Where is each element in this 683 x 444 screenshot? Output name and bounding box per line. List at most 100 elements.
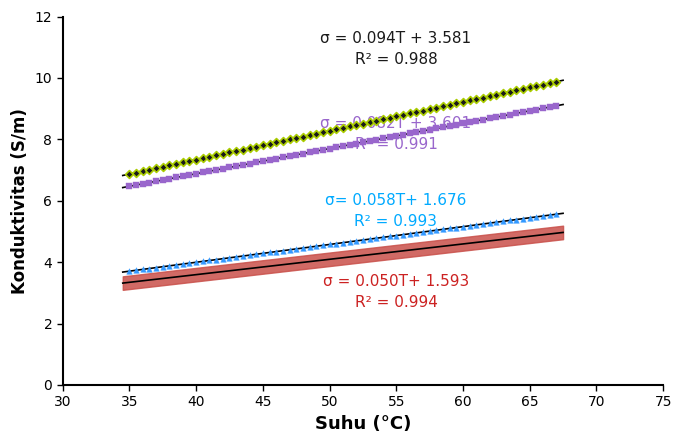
Point <box>471 117 482 124</box>
Point <box>231 163 242 170</box>
Point <box>351 238 362 245</box>
Point <box>197 169 208 176</box>
Point <box>178 173 189 180</box>
Point <box>144 166 155 173</box>
Point <box>511 87 522 94</box>
Point <box>544 103 555 111</box>
Point <box>337 143 348 150</box>
Point <box>491 91 502 98</box>
Point <box>491 218 502 226</box>
Point <box>244 144 255 151</box>
Point <box>191 170 201 177</box>
Point <box>171 160 182 167</box>
Point <box>357 237 368 244</box>
Point <box>371 117 382 124</box>
Point <box>504 88 515 95</box>
Point <box>217 165 228 172</box>
Point <box>551 78 562 85</box>
Point <box>511 110 522 117</box>
Point <box>184 260 195 267</box>
Point <box>371 136 382 143</box>
Point <box>311 147 322 155</box>
Point <box>251 159 262 166</box>
Point <box>477 116 488 123</box>
Point <box>544 211 555 218</box>
Point <box>444 101 455 108</box>
Point <box>224 149 235 156</box>
Point <box>378 116 389 123</box>
Point <box>244 252 255 259</box>
Point <box>171 174 182 181</box>
Point <box>130 267 141 274</box>
Point <box>311 243 322 250</box>
Point <box>351 121 362 128</box>
Point <box>424 126 435 133</box>
Point <box>337 124 348 131</box>
Point <box>304 149 315 156</box>
Point <box>270 139 281 146</box>
Point <box>157 176 168 183</box>
Point <box>384 114 395 121</box>
Point <box>404 230 415 238</box>
Point <box>151 264 162 271</box>
Point <box>417 229 428 236</box>
Point <box>210 152 221 159</box>
Point <box>404 130 415 137</box>
Point <box>431 125 442 132</box>
Point <box>151 178 162 185</box>
Point <box>337 239 348 246</box>
Point <box>497 218 508 225</box>
Point <box>184 158 195 165</box>
Point <box>525 84 535 91</box>
Point <box>217 150 228 157</box>
Point <box>371 235 382 242</box>
Point <box>297 150 308 157</box>
Point <box>270 155 281 162</box>
Point <box>518 108 529 115</box>
Point <box>251 251 262 258</box>
Point <box>444 225 455 232</box>
Point <box>197 258 208 265</box>
Point <box>130 182 141 189</box>
Point <box>251 143 262 150</box>
Point <box>297 133 308 140</box>
Point <box>431 227 442 234</box>
Point <box>324 241 335 248</box>
Point <box>364 236 375 243</box>
Text: σ = 0.094T + 3.581
R² = 0.988: σ = 0.094T + 3.581 R² = 0.988 <box>320 32 471 67</box>
Point <box>331 240 342 247</box>
Point <box>291 135 302 142</box>
Point <box>244 160 255 167</box>
Point <box>144 265 155 272</box>
Point <box>417 127 428 135</box>
Point <box>291 246 302 253</box>
Point <box>464 119 475 126</box>
Point <box>477 94 488 101</box>
Point <box>451 121 462 128</box>
Point <box>538 81 548 88</box>
Point <box>164 162 175 169</box>
Point <box>318 242 329 249</box>
Point <box>191 259 201 266</box>
Point <box>464 222 475 230</box>
Point <box>477 220 488 227</box>
Point <box>471 222 482 229</box>
Point <box>438 123 449 131</box>
Point <box>391 132 402 139</box>
Point <box>351 140 362 147</box>
Point <box>304 131 315 139</box>
Point <box>458 99 469 106</box>
Point <box>391 232 402 239</box>
Point <box>191 156 201 163</box>
Point <box>504 217 515 224</box>
Text: σ = 0.050T+ 1.593
R² = 0.994: σ = 0.050T+ 1.593 R² = 0.994 <box>323 274 469 310</box>
Point <box>364 138 375 145</box>
Point <box>171 262 182 269</box>
Point <box>204 257 215 264</box>
Point <box>357 120 368 127</box>
Point <box>518 215 529 222</box>
Point <box>384 233 395 240</box>
Point <box>137 167 148 174</box>
Point <box>304 244 315 251</box>
Point <box>344 123 355 130</box>
